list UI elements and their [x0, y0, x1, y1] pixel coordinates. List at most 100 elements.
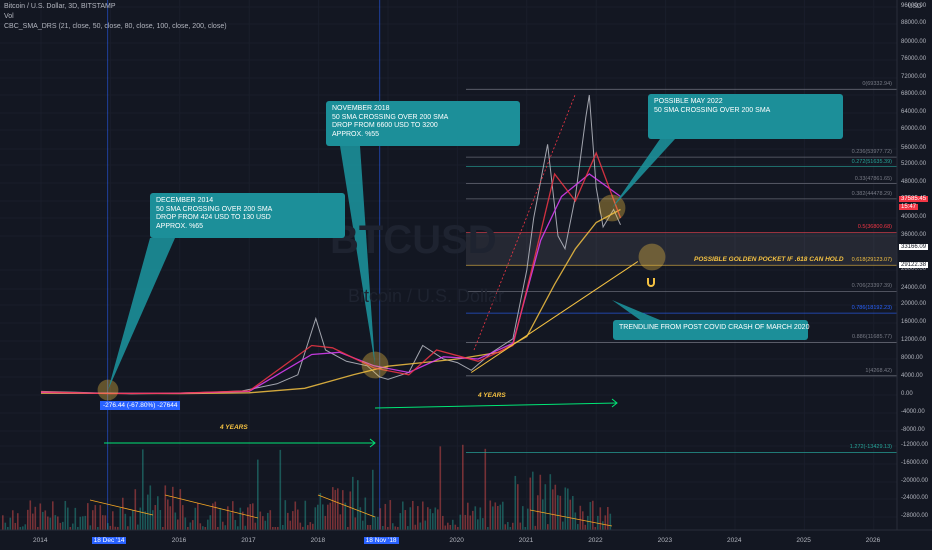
volume-bar: [249, 504, 252, 530]
volume-bar: [497, 506, 499, 530]
volume-bar: [372, 469, 374, 530]
volume-bar: [222, 521, 224, 530]
volume-bar: [482, 518, 484, 530]
y-tick-label: 40000.00: [901, 214, 927, 220]
volume-bar: [37, 527, 39, 530]
note-trendline[interactable]: TRENDLINE FROM POST COVID CRASH OF MARCH…: [613, 320, 809, 340]
volume-bar: [207, 519, 209, 530]
fib-label-1: 1(4268.42): [865, 367, 892, 374]
volume-bar: [512, 522, 514, 530]
volume-bar: [169, 506, 172, 530]
fib-levels: [466, 88, 897, 453]
watermark-name: Bitcoin / U.S. Dollar: [348, 286, 505, 306]
note-may-2022[interactable]: POSSIBLE MAY 2022 50 SMA CROSSING OVER 2…: [648, 94, 843, 139]
volume-bar: [257, 459, 259, 530]
y-tick-label: 88000.00: [901, 20, 927, 26]
volume-bar: [337, 488, 339, 530]
volume-bar: [2, 515, 4, 530]
volume-bar: [354, 517, 357, 530]
price-tag-current: 37585.45: [899, 196, 929, 202]
volume-bar: [9, 517, 12, 530]
x-tick-label: 2023: [657, 537, 673, 544]
symbol-title: Bitcoin / U.S. Dollar, 3D, BITSTAMP: [4, 3, 116, 10]
volume-bar: [147, 494, 149, 530]
y-tick-label: 76000.00: [901, 56, 927, 62]
volume-bar: [324, 515, 327, 530]
volume-bar: [299, 522, 302, 530]
volume-bar: [87, 503, 89, 530]
volume-bar: [132, 510, 134, 530]
y-tick-label: 52000.00: [901, 161, 927, 167]
volume-bar: [182, 505, 184, 530]
volume-bar: [72, 523, 74, 530]
four-year-span-2: [374, 402, 618, 409]
x-tick-label: 2022: [588, 537, 603, 544]
volume-bar: [347, 527, 349, 530]
volume-bar: [464, 514, 467, 530]
volume-bar: [384, 503, 387, 530]
volume-bar: [74, 507, 77, 530]
volume-bar: [414, 524, 417, 530]
y-tick-label: -16000.00: [901, 460, 929, 466]
volume-bar: [199, 523, 202, 530]
x-tick-label: 18 Nov '18: [363, 537, 399, 544]
volume-bar: [157, 496, 159, 530]
volume-bar: [357, 480, 359, 530]
volume-bar: [274, 527, 277, 530]
price-tag-level-1: 33166.09: [899, 244, 929, 250]
volume-bar: [499, 504, 502, 530]
volume-bar: [579, 505, 582, 530]
volume-bar: [394, 526, 397, 530]
volume-bar: [557, 495, 559, 530]
volume-bar: [474, 506, 477, 530]
volume-bar: [59, 522, 62, 530]
volume-bar: [547, 524, 549, 530]
volume-bar: [339, 514, 342, 530]
volume-bar: [342, 490, 344, 530]
volume-bar: [34, 506, 37, 530]
volume-bar: [119, 507, 122, 530]
volume-bar: [39, 503, 42, 530]
note-nov-2018[interactable]: NOVEMBER 2018 50 SMA CROSSING OVER 200 S…: [326, 101, 520, 146]
fib-label-0.886: 0.886(11685.77): [852, 334, 892, 341]
x-tick-label: 2017: [241, 537, 256, 544]
y-tick-label: 96000.00: [901, 3, 927, 9]
event-vertical-lines: [107, 0, 381, 530]
volume-bar: [209, 515, 212, 530]
four-years-label-2: 4 YEARS: [478, 392, 506, 399]
volume-bar: [214, 501, 217, 530]
annotation-shapes: [89, 94, 675, 527]
volume-bar: [217, 527, 219, 530]
price-series: [40, 94, 639, 395]
x-tick-label: 2026: [865, 537, 881, 544]
volume-bar: [594, 527, 597, 530]
volume-downtrend: [89, 499, 154, 516]
volume-bar: [19, 527, 22, 530]
volume-bar: [329, 502, 332, 530]
volume-bar: [159, 510, 162, 530]
volume-bar: [14, 522, 17, 530]
volume-bar: [437, 509, 439, 530]
volume-bar: [229, 512, 232, 530]
note-pointer: [340, 146, 375, 365]
volume-bar: [447, 522, 449, 530]
x-tick-label: 18 Dec '14: [91, 537, 127, 544]
covid-trendline: [471, 261, 639, 373]
volume-bar: [502, 501, 504, 530]
golden-pocket-label: POSSIBLE GOLDEN POCKET IF .618 CAN HOLD: [694, 256, 844, 263]
volume-bar: [129, 516, 132, 530]
volume-bar: [537, 495, 539, 530]
volume-bar: [604, 515, 607, 530]
volume-bar: [254, 522, 257, 530]
y-tick-label: 56000.00: [901, 145, 927, 151]
note-pointer: [612, 300, 660, 320]
volume-bar: [287, 512, 289, 530]
volume-bar: [399, 513, 402, 530]
volume-bar: [82, 516, 84, 530]
volume-bar: [12, 510, 14, 530]
note-dec-2014[interactable]: DECEMBER 2014 50 SMA CROSSING OVER 200 S…: [150, 193, 345, 238]
volume-bar: [459, 514, 462, 530]
volume-bar: [489, 500, 492, 530]
fib-label-0.236: 0.236(53977.72): [851, 149, 892, 156]
